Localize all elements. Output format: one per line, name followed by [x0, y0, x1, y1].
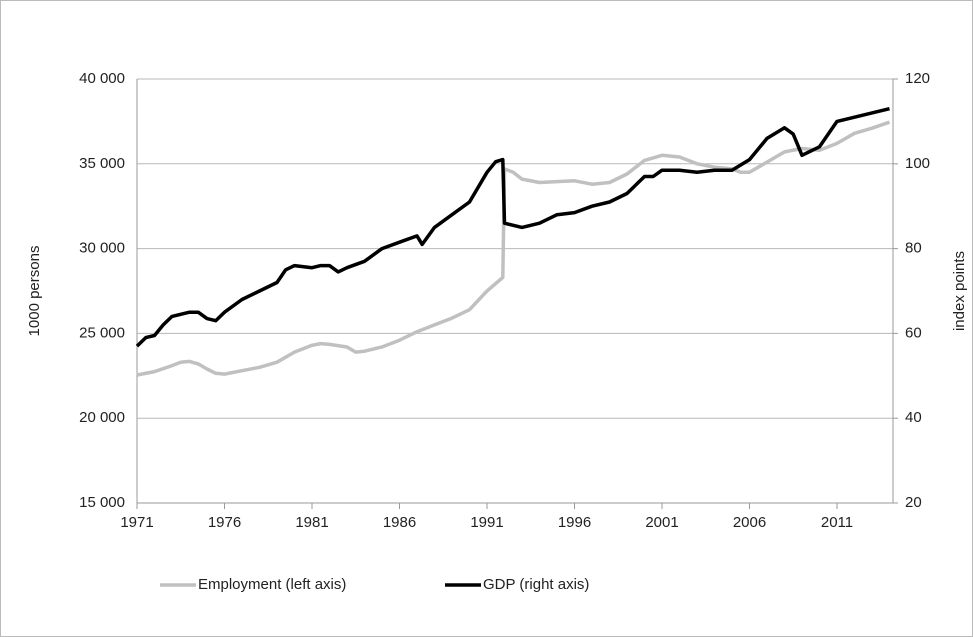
legend-label: GDP (right axis)	[483, 576, 589, 593]
series-line	[135, 106, 890, 348]
legend-label: Employment (left axis)	[198, 576, 346, 593]
x-tick-label: 1991	[470, 514, 503, 531]
x-tick-label: 2001	[645, 514, 678, 531]
x-tick-label: 1996	[558, 514, 591, 531]
x-tick-label: 1981	[295, 514, 328, 531]
y2-tick-label: 40	[905, 409, 922, 426]
y2-tick-label: 80	[905, 240, 922, 257]
y-tick-label: 15 000	[79, 494, 125, 511]
x-tick-label: 1971	[120, 514, 153, 531]
y-tick-label: 25 000	[79, 324, 125, 341]
y2-tick-label: 20	[905, 494, 922, 511]
y-tick-label: 30 000	[79, 240, 125, 257]
y-tick-label: 20 000	[79, 409, 125, 426]
y2-tick-label: 60	[905, 324, 922, 341]
y2-tick-label: 100	[905, 155, 930, 172]
x-tick-label: 2011	[821, 514, 853, 531]
y-tick-label: 35 000	[79, 155, 125, 172]
x-tick-label: 2006	[733, 514, 766, 531]
y-tick-label: 40 000	[79, 70, 125, 87]
y2-tick-label: 120	[905, 70, 930, 87]
x-tick-label: 1976	[208, 514, 241, 531]
y-axis-title: 1000 persons	[26, 246, 43, 337]
x-tick-label: 1986	[383, 514, 416, 531]
series-line	[136, 120, 891, 377]
y2-axis-title: index points	[951, 251, 968, 331]
